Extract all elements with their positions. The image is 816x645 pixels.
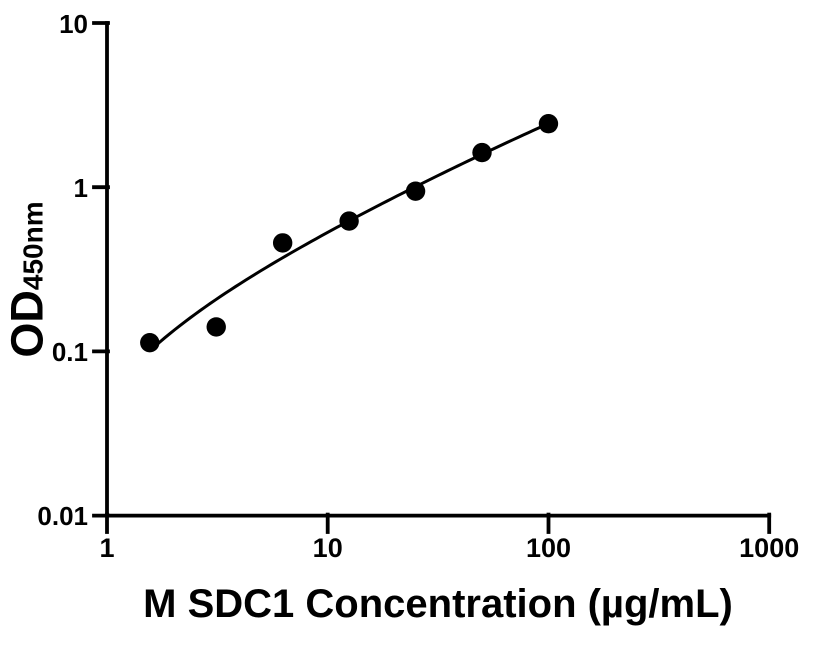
svg-text:1: 1 bbox=[99, 533, 114, 563]
svg-text:0.1: 0.1 bbox=[52, 337, 88, 367]
svg-text:10: 10 bbox=[313, 533, 343, 563]
svg-text:10: 10 bbox=[59, 9, 88, 39]
svg-text:1000: 1000 bbox=[739, 533, 799, 563]
svg-text:100: 100 bbox=[526, 533, 571, 563]
svg-text:0.01: 0.01 bbox=[37, 501, 88, 531]
svg-text:1: 1 bbox=[74, 173, 88, 203]
